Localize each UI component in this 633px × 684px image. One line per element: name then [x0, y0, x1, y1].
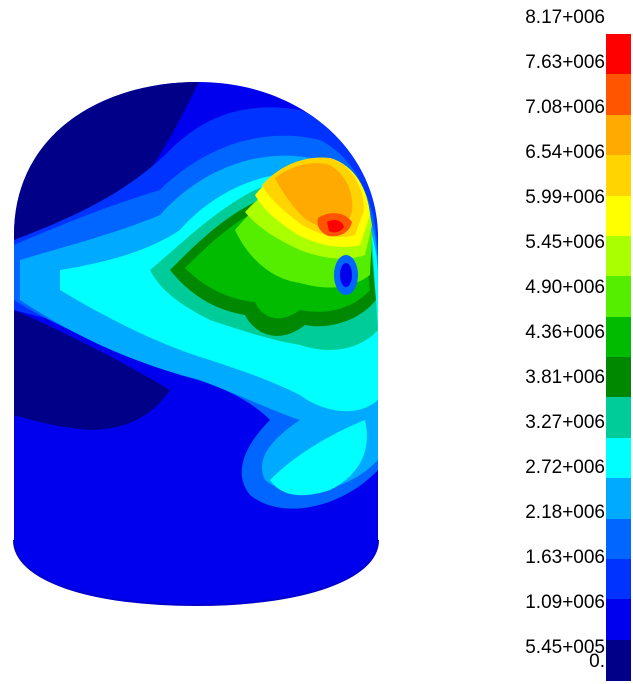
cyan-lower-streak: [270, 420, 367, 496]
low-stress-dip-core: [340, 263, 352, 287]
red-hotspot: [327, 219, 344, 233]
navy-region-left: [14, 310, 170, 430]
orange-region: [275, 163, 353, 230]
cylinder-bottom-cap: [13, 539, 379, 607]
